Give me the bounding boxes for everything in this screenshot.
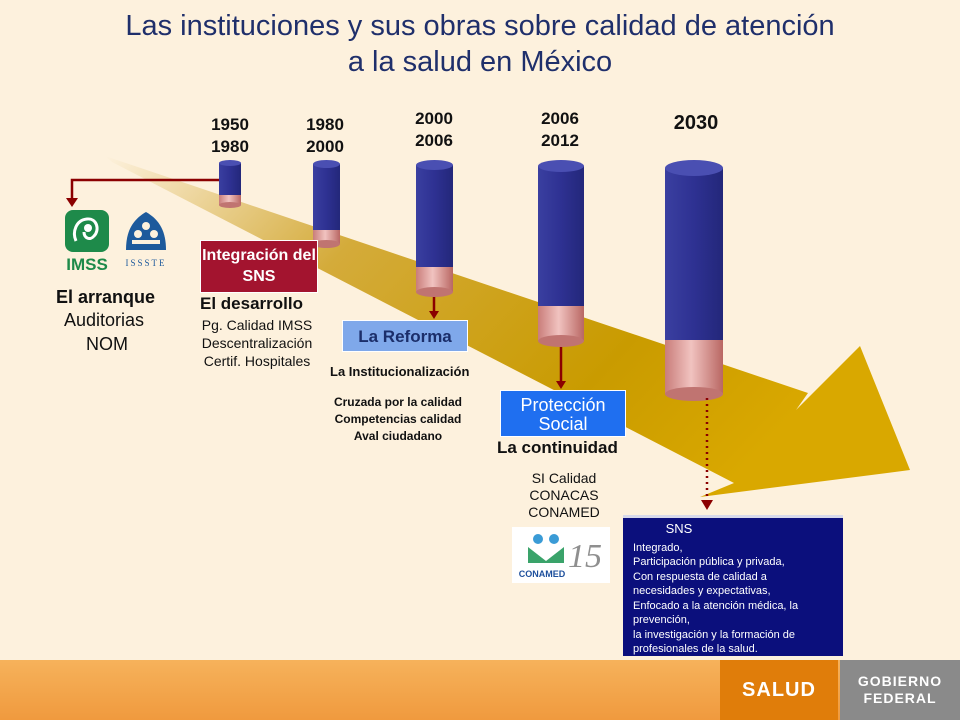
period-start: 2000 <box>415 109 453 128</box>
salud-logo: SALUD <box>720 660 838 720</box>
period-start: 1980 <box>306 115 344 134</box>
proteccion-line: Protección <box>520 395 606 415</box>
sns-line: Participación pública y privada, <box>633 556 785 568</box>
institucionalizacion-heading: La Institucionalización <box>330 364 470 379</box>
page-title: Las instituciones y sus obras sobre cali… <box>0 8 960 80</box>
cylinder-2030 <box>665 160 723 401</box>
cylinder-1950-1980 <box>219 160 241 208</box>
gobierno-federal-logo: GOBIERNO FEDERAL <box>840 660 960 720</box>
period-label: 2006 2012 <box>525 108 595 152</box>
desarrollo-item: Certif. Hospitales <box>203 353 311 369</box>
imss-logo: IMSS <box>65 210 109 274</box>
continuidad-heading: La continuidad <box>497 438 618 457</box>
continuidad-item: SI Calidad <box>531 470 597 486</box>
period-end: 1980 <box>211 137 249 156</box>
arranque-item: NOM <box>86 334 128 354</box>
period-label: 2030 <box>661 112 731 134</box>
sns-line: la investigación y la formación de <box>633 628 796 641</box>
conamed-logo: 15 CONAMED <box>512 527 610 583</box>
desarrollo-heading: El desarrollo <box>200 294 303 313</box>
title-line-1: Las instituciones y sus obras sobre cali… <box>125 10 835 42</box>
proteccion-line: Social <box>538 414 588 434</box>
period-end: 2012 <box>541 131 579 150</box>
period-label: 1980 2000 <box>290 114 360 158</box>
period-end: 2000 <box>306 137 344 156</box>
sns-line: prevención, <box>633 614 690 626</box>
cylinder-2000-2006 <box>416 160 453 297</box>
desarrollo-item: Descentralización <box>201 335 313 351</box>
title-line-2: a la salud en México <box>347 46 613 78</box>
proteccion-social-box: Protección Social <box>500 390 626 437</box>
continuidad-list: SI Calidad CONACAS CONAMED <box>505 470 623 521</box>
gobierno-line: FEDERAL <box>863 690 937 706</box>
arranque-heading: El arranque <box>56 287 156 307</box>
gobierno-line: GOBIERNO <box>857 673 943 689</box>
cylinder-2006-2012 <box>538 160 584 347</box>
svg-text:CONAMED: CONAMED <box>519 569 566 579</box>
institucionalizacion-item: Aval ciudadano <box>353 429 443 443</box>
institucionalizacion-item: Cruzada por la calidad <box>333 395 463 409</box>
period-start: 1950 <box>211 115 249 134</box>
sns-line: Integrado, <box>633 541 683 554</box>
sns-box: SNS Integrado, Participación pública y p… <box>623 515 843 656</box>
svg-text:15: 15 <box>568 538 602 575</box>
institucionalizacion-item: Competencias calidad <box>334 412 462 426</box>
arranque-item: Auditorias <box>64 310 145 330</box>
sns-line: Enfocado a la atención médica, la <box>633 599 799 612</box>
sns-line: Con respuesta de calidad a <box>633 570 767 583</box>
sns-title: SNS <box>665 521 693 536</box>
svg-text:ISSSTE: ISSSTE <box>125 258 166 268</box>
period-label: 2000 2006 <box>399 108 469 152</box>
continuidad-item: CONACAS <box>529 487 599 503</box>
continuidad-item: CONAMED <box>528 504 600 520</box>
cylinder-1980-2000 <box>313 160 340 248</box>
sns-line: necesidades y expectativas, <box>633 585 771 597</box>
period-start: 2006 <box>541 109 579 128</box>
period-end: 2006 <box>415 131 453 150</box>
desarrollo-item: Pg. Calidad IMSS <box>201 317 313 333</box>
period-label: 1950 1980 <box>195 114 265 158</box>
sns-line: profesionales de la salud. <box>633 643 758 655</box>
connector-arranque <box>70 178 219 200</box>
svg-text:IMSS: IMSS <box>66 255 108 274</box>
desarrollo-list: Pg. Calidad IMSS Descentralización Certi… <box>193 316 321 370</box>
issste-logo: ISSSTE <box>125 212 166 268</box>
institucionalizacion-list: Cruzada por la calidad Competencias cali… <box>328 394 468 445</box>
integracion-sns-box: Integración del SNS <box>200 240 318 293</box>
period-start: 2030 <box>673 112 719 134</box>
reforma-box: La Reforma <box>342 320 468 352</box>
